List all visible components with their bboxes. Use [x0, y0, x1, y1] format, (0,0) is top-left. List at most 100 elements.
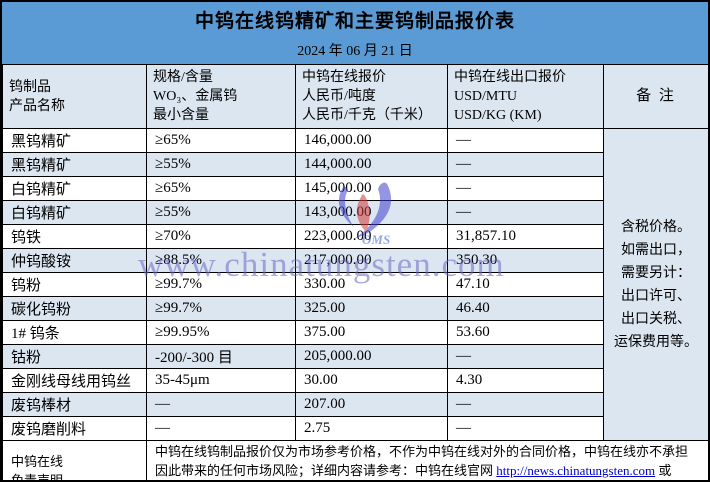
cny-price-cell: 205,000.00 — [295, 344, 448, 369]
usd-price-cell: 47.10 — [447, 272, 604, 297]
remark-line: 出口许可、 — [621, 288, 691, 304]
usd-price-cell: 350.30 — [447, 248, 604, 273]
col-header-remark: 备 注 — [603, 64, 708, 129]
product-name-cell: 碳化钨粉 — [2, 296, 147, 321]
product-name-cell: 钴粉 — [2, 344, 147, 369]
table-row: 钨铁 ≥70% 223,000.00 31,857.10 — [2, 224, 709, 249]
cny-price-cell: 330.00 — [295, 272, 448, 297]
disclaimer-segment: 或 — [655, 463, 672, 478]
news-site-link[interactable]: http://news.chinatungsten.com — [496, 463, 656, 478]
cny-price-cell: 144,000.00 — [295, 152, 448, 177]
spec-cell: ≥55% — [146, 152, 296, 177]
header-line: 钨制品 — [9, 79, 51, 95]
header-row: 钨制品 产品名称 规格/含量 WO₃、金属钨 最小含量 中钨在线报价 人民币/吨… — [2, 64, 708, 129]
disclaimer-label-line: 中钨在线 — [11, 453, 64, 469]
col-header-usd-price: 中钨在线出口报价 USD/MTU USD/KG (KM) — [447, 64, 604, 129]
table-row: 废钨磨削料 — 2.75 — — [2, 416, 709, 441]
product-name-cell: 黑钨精矿 — [2, 152, 147, 177]
banner: 中钨在线钨精矿和主要钨制品报价表 2024 年 06 月 21 日 — [2, 2, 708, 64]
table-row: 废钨棒材 — 207.00 — — [2, 392, 709, 417]
usd-price-cell: — — [447, 344, 604, 369]
table-row: 黑钨精矿 ≥55% 144,000.00 — — [2, 152, 709, 177]
usd-price-cell: 31,857.10 — [447, 224, 604, 249]
cny-price-cell: 146,000.00 — [295, 128, 448, 153]
cny-price-cell: 145,000.00 — [295, 176, 448, 201]
spec-cell: ≥88.5% — [146, 248, 296, 273]
usd-price-cell: — — [447, 416, 604, 441]
header-line: 人民币/千克（千米） — [302, 108, 432, 123]
col-header-product: 钨制品 产品名称 — [2, 64, 147, 129]
usd-price-cell: — — [447, 176, 604, 201]
table-row: 金刚线母线用钨丝 35-45μm 30.00 4.30 — [2, 368, 709, 393]
header-line: 中钨在线出口报价 — [454, 70, 566, 85]
spec-cell: — — [146, 392, 296, 417]
header-line: 产品名称 — [9, 98, 65, 114]
table-row: 碳化钨粉 ≥99.7% 325.00 46.40 — [2, 296, 709, 321]
table-row: 白钨精矿 ≥65% 145,000.00 — — [2, 176, 709, 201]
product-name-cell: 钨铁 — [2, 224, 147, 249]
usd-price-cell: — — [447, 392, 604, 417]
table-row: 黑钨精矿 ≥65% 146,000.00 — 含税价格。 如需出口， 需要另计：… — [2, 128, 708, 441]
col-header-cny-price: 中钨在线报价 人民币/吨度 人民币/千克（千米） — [295, 64, 448, 129]
cny-price-cell: 223,000.00 — [295, 224, 448, 249]
spec-cell: ≥99.95% — [146, 320, 296, 345]
spec-cell: 35-45μm — [146, 368, 296, 393]
spec-cell: ≥99.7% — [146, 272, 296, 297]
product-name-cell: 钨粉 — [2, 272, 147, 297]
table-row: 钨粉 ≥99.7% 330.00 47.10 — [2, 272, 709, 297]
cny-price-cell: 2.75 — [295, 416, 448, 441]
disclaimer-segment: 中钨在线钨制品报价仅为市场参考价格，不作为中钨在线对外的合同价格，中钨在线亦不承… — [155, 444, 689, 478]
header-line: 规格/含量 — [153, 70, 213, 85]
table-row: 1# 钨条 ≥99.95% 375.00 53.60 — [2, 320, 709, 345]
spec-cell: ≥70% — [146, 224, 296, 249]
spec-cell: ≥65% — [146, 176, 296, 201]
cny-price-cell: 143,000.00 — [295, 200, 448, 225]
product-name-cell: 白钨精矿 — [2, 176, 147, 201]
usd-price-cell: 4.30 — [447, 368, 604, 393]
remark-line: 运保费用等。 — [614, 334, 698, 350]
usd-price-cell: — — [447, 152, 604, 177]
product-name-cell: 1# 钨条 — [2, 320, 147, 345]
cny-price-cell: 207.00 — [295, 392, 448, 417]
product-name-cell: 废钨棒材 — [2, 392, 147, 417]
disclaimer-label: 中钨在线 免责声明 — [2, 440, 147, 482]
product-name-cell: 金刚线母线用钨丝 — [2, 368, 147, 393]
cny-price-cell: 325.00 — [295, 296, 448, 321]
remark-line: 如需出口， — [621, 242, 691, 258]
header-line: USD/KG (KM) — [454, 108, 542, 123]
product-name-cell: 仲钨酸铵 — [2, 248, 147, 273]
remarks-cell: 含税价格。 如需出口， 需要另计： 出口许可、 出口关税、 运保费用等。 — [603, 128, 708, 441]
remark-line: 出口关税、 — [621, 311, 691, 327]
header-line: 最小含量 — [153, 108, 209, 123]
usd-price-cell: 53.60 — [447, 320, 604, 345]
report-date: 2024 年 06 月 21 日 — [297, 44, 413, 59]
header-line: USD/MTU — [454, 89, 518, 104]
spec-cell: ≥65% — [146, 128, 296, 153]
usd-price-cell: 46.40 — [447, 296, 604, 321]
cny-price-cell: 30.00 — [295, 368, 448, 393]
header-line: 人民币/吨度 — [302, 89, 376, 104]
product-name-cell: 黑钨精矿 — [2, 128, 147, 153]
cny-price-cell: 375.00 — [295, 320, 448, 345]
remark-line: 含税价格。 — [621, 219, 691, 235]
disclaimer-text: 中钨在线钨制品报价仅为市场参考价格，不作为中钨在线对外的合同价格，中钨在线亦不承… — [146, 440, 708, 480]
cny-price-cell: 217,000.00 — [295, 248, 448, 273]
usd-price-cell: — — [447, 128, 604, 153]
disclaimer-row: 中钨在线 免责声明 中钨在线钨制品报价仅为市场参考价格，不作为中钨在线对外的合同… — [2, 440, 708, 482]
disclaimer-label-line: 免责声明 — [11, 472, 64, 482]
table-row: 白钨精矿 ≥55% 143,000.00 — — [2, 200, 709, 225]
header-line: WO₃、金属钨 — [153, 89, 238, 104]
spec-cell: — — [146, 416, 296, 441]
header-line: 中钨在线报价 — [302, 70, 386, 85]
product-name-cell: 废钨磨削料 — [2, 416, 147, 441]
price-table: 钨制品 产品名称 规格/含量 WO₃、金属钨 最小含量 中钨在线报价 人民币/吨… — [2, 64, 709, 482]
spec-cell: ≥99.7% — [146, 296, 296, 321]
product-name-cell: 白钨精矿 — [2, 200, 147, 225]
spec-cell: -200/-300 目 — [146, 344, 296, 369]
table-row: 仲钨酸铵 ≥88.5% 217,000.00 350.30 — [2, 248, 709, 273]
spec-cell: ≥55% — [146, 200, 296, 225]
table-row: 钴粉 -200/-300 目 205,000.00 — — [2, 344, 709, 369]
usd-price-cell: — — [447, 200, 604, 225]
page-title: 中钨在线钨精矿和主要钨制品报价表 — [194, 11, 515, 32]
